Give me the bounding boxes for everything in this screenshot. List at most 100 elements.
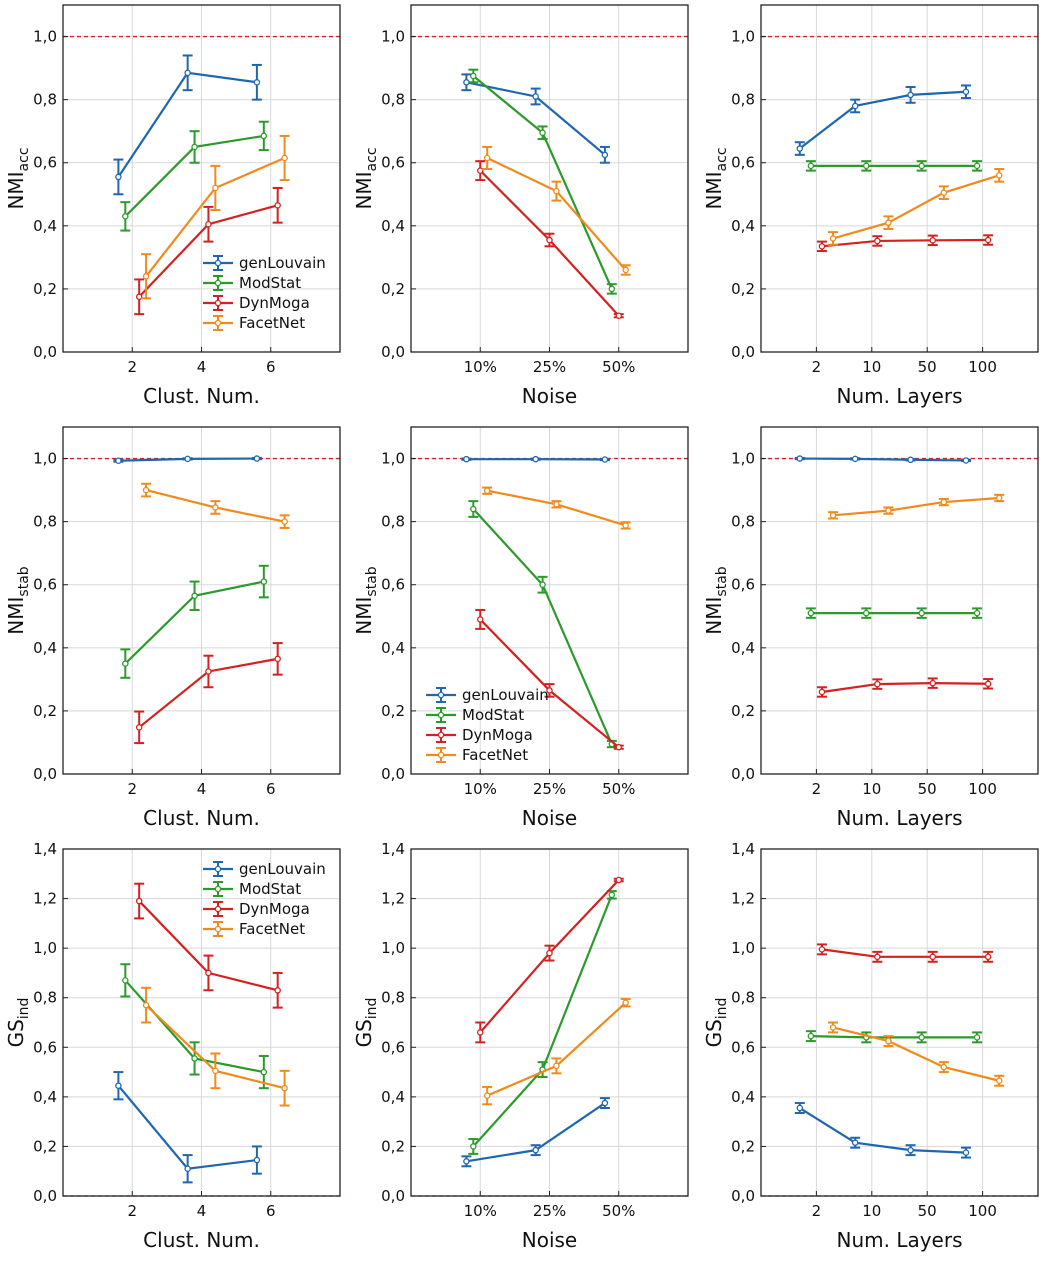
data-point <box>941 190 946 195</box>
data-point <box>185 456 190 461</box>
data-point <box>485 488 490 493</box>
x-tick-label: 25% <box>533 1202 566 1220</box>
x-tick-label: 50% <box>602 780 635 798</box>
data-point <box>471 73 476 78</box>
data-point <box>930 954 935 959</box>
y-axis-label-main: NMI <box>4 597 28 635</box>
y-tick-label: 1,2 <box>731 890 755 908</box>
y-tick-label: 1,0 <box>731 939 755 957</box>
data-point <box>533 94 538 99</box>
data-point <box>485 155 490 160</box>
y-axis-label-sub: stab <box>364 566 380 596</box>
series-genLouvain <box>461 74 610 162</box>
y-tick-label: 0,0 <box>33 765 57 783</box>
series-FacetNet <box>828 169 1004 245</box>
data-point <box>123 978 128 983</box>
data-point <box>986 681 991 686</box>
y-tick-label: 0,6 <box>381 576 405 594</box>
data-point <box>254 1157 259 1162</box>
x-tick-label: 25% <box>533 358 566 376</box>
y-tick-label: 0,8 <box>731 513 755 531</box>
data-point <box>275 656 280 661</box>
data-point <box>282 1086 287 1091</box>
x-tick-label: 100 <box>968 780 997 798</box>
y-axis-label-sub: ind <box>714 998 730 1020</box>
y-tick-label: 0,6 <box>33 1038 57 1056</box>
data-point <box>116 458 121 463</box>
legend-item-FacetNet: FacetNet <box>203 314 305 332</box>
data-point <box>974 1035 979 1040</box>
series-genLouvain <box>113 1072 262 1182</box>
x-tick-label: 4 <box>197 1202 207 1220</box>
legend-item-genLouvain: genLouvain <box>203 254 326 272</box>
data-point <box>830 1025 835 1030</box>
y-tick-label: 0,0 <box>731 1187 755 1205</box>
x-tick-label: 100 <box>968 1202 997 1220</box>
data-point <box>137 294 142 299</box>
x-tick-label: 6 <box>266 358 276 376</box>
data-point <box>864 611 869 616</box>
legend-item-ModStat: ModStat <box>203 274 301 292</box>
panel-stab-noise: 0,00,20,40,60,81,010%25%50%NoiseNMIstabg… <box>352 427 688 830</box>
legend-marker <box>215 300 220 305</box>
data-point <box>547 951 552 956</box>
data-point <box>986 954 991 959</box>
data-point <box>261 579 266 584</box>
data-point <box>192 144 197 149</box>
y-tick-label: 1,4 <box>381 840 405 858</box>
y-tick-label: 0,4 <box>381 217 405 235</box>
series-line <box>487 1003 626 1096</box>
data-point <box>974 163 979 168</box>
series-DynMoga <box>134 643 282 743</box>
legend-label: genLouvain <box>239 860 326 878</box>
series-line <box>473 895 612 1147</box>
data-point <box>819 947 824 952</box>
data-point <box>830 236 835 241</box>
data-point <box>875 954 880 959</box>
x-axis-label: Num. Layers <box>836 806 962 830</box>
legend-label: FacetNet <box>239 314 305 332</box>
y-tick-label: 1,0 <box>33 939 57 957</box>
data-point <box>261 133 266 138</box>
legend-item-DynMoga: DynMoga <box>203 294 310 312</box>
series-FacetNet <box>482 488 631 529</box>
data-point <box>213 1068 218 1073</box>
data-point <box>144 487 149 492</box>
y-tick-label: 0,4 <box>731 1088 755 1106</box>
x-tick-label: 6 <box>266 1202 276 1220</box>
data-point <box>808 1034 813 1039</box>
x-tick-label: 2 <box>812 358 822 376</box>
data-point <box>886 1038 891 1043</box>
data-point <box>875 238 880 243</box>
y-tick-label: 0,6 <box>381 154 405 172</box>
x-tick-label: 50% <box>602 1202 635 1220</box>
data-point <box>471 506 476 511</box>
legend-marker <box>215 320 220 325</box>
data-point <box>797 1105 802 1110</box>
y-tick-label: 0,4 <box>33 639 57 657</box>
legend-marker <box>438 692 443 697</box>
y-axis-label-sub: stab <box>16 566 32 596</box>
y-axis-label: NMIstab <box>4 566 32 634</box>
data-point <box>919 611 924 616</box>
data-point <box>623 523 628 528</box>
data-point <box>213 505 218 510</box>
data-point <box>137 898 142 903</box>
data-point <box>609 286 614 291</box>
y-tick-label: 1,4 <box>731 840 755 858</box>
y-tick-label: 0,2 <box>33 280 57 298</box>
data-point <box>908 1148 913 1153</box>
y-axis-label-main: NMI <box>352 597 376 635</box>
y-axis-label: NMIacc <box>4 147 32 209</box>
y-tick-label: 0,8 <box>381 91 405 109</box>
data-point <box>275 988 280 993</box>
data-point <box>623 1000 628 1005</box>
series-line <box>800 92 966 149</box>
y-axis-label-main: GS <box>4 1019 28 1047</box>
x-tick-label: 50% <box>602 358 635 376</box>
data-point <box>819 244 824 249</box>
legend-label: DynMoga <box>239 900 310 918</box>
legend-label: ModStat <box>239 880 301 898</box>
series-ModStat <box>806 608 982 617</box>
